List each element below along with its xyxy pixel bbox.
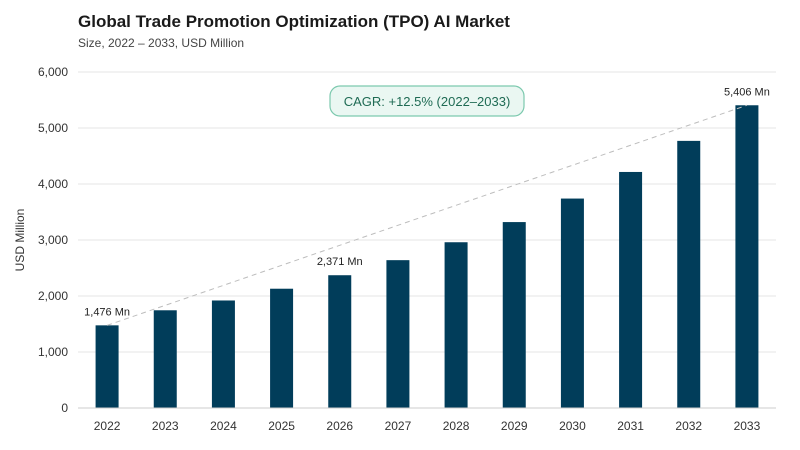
x-tick-label: 2022 <box>94 419 121 433</box>
chart-title: Global Trade Promotion Optimization (TPO… <box>78 12 510 31</box>
x-tick-label: 2026 <box>326 419 353 433</box>
data-labels: 1,476 Mn 2,371 Mn 5,406 Mn <box>84 86 770 318</box>
bar-2033 <box>735 105 759 408</box>
bar-2032 <box>677 140 701 408</box>
x-tick-label: 2023 <box>152 419 179 433</box>
data-label: 5,406 Mn <box>724 86 770 98</box>
y-tick-label: 0 <box>61 401 68 415</box>
bar-2023 <box>153 310 177 408</box>
x-tick-label: 2031 <box>617 419 644 433</box>
y-tick-label: 4,000 <box>38 177 68 191</box>
x-tick-label: 2032 <box>675 419 702 433</box>
cagr-badge-box <box>329 85 525 117</box>
y-axis-label: USD Million <box>13 209 27 272</box>
bar-2024 <box>211 300 235 408</box>
y-axis-ticks: 0 1,000 2,000 3,000 4,000 5,000 6,000 <box>38 65 68 415</box>
y-tick-label: 1,000 <box>38 345 68 359</box>
bar-2028 <box>444 242 468 408</box>
bar-2026 <box>328 275 352 408</box>
gridlines <box>78 71 776 353</box>
y-tick-label: 5,000 <box>38 121 68 135</box>
data-label: 1,476 Mn <box>84 306 130 318</box>
bar-2027 <box>386 260 410 408</box>
y-tick-label: 2,000 <box>38 289 68 303</box>
cagr-badge: CAGR: +12.5% (2022–2033) <box>329 85 525 117</box>
x-tick-label: 2030 <box>559 419 586 433</box>
y-tick-label: 3,000 <box>38 233 68 247</box>
bar-2030 <box>560 198 584 408</box>
data-label: 2,371 Mn <box>317 256 363 268</box>
chart-subtitle: Size, 2022 – 2033, USD Million <box>78 36 245 50</box>
x-tick-label: 2024 <box>210 419 237 433</box>
bar-2031 <box>619 171 643 408</box>
cagr-trend-line <box>106 104 748 326</box>
cagr-badge-text: CAGR: +12.5% (2022–2033) <box>344 94 511 109</box>
x-axis-ticks: 2022 2023 2024 2025 2026 2027 2028 2029 2030 2031… <box>94 419 761 433</box>
y-tick-label: 6,000 <box>38 65 68 79</box>
x-tick-label: 2029 <box>501 419 528 433</box>
bars <box>95 105 759 408</box>
x-tick-label: 2027 <box>385 419 412 433</box>
bar-2025 <box>270 288 294 408</box>
x-tick-label: 2028 <box>443 419 470 433</box>
x-tick-label: 2033 <box>734 419 761 433</box>
bar-2022 <box>95 325 119 408</box>
x-tick-label: 2025 <box>268 419 295 433</box>
bar-2029 <box>502 222 526 408</box>
